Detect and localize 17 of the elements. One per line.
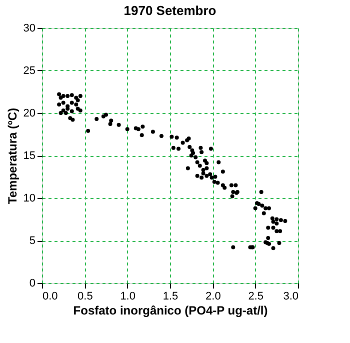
- y-tick-label: 30: [23, 22, 36, 34]
- y-axis-title: Temperatura (ºC): [5, 108, 20, 204]
- y-tick-label: 25: [23, 65, 36, 77]
- y-tick-label: 15: [23, 150, 36, 162]
- x-axis-title: Fosfato inorgânico (PO4-P ug-at/l): [73, 304, 268, 318]
- x-tick-label: 2.5: [248, 290, 264, 302]
- y-tick-label: 20: [23, 108, 36, 120]
- x-tick-label: 1.5: [162, 290, 178, 302]
- y-tick-label: 0: [29, 278, 36, 290]
- y-tick-label: 5: [29, 235, 36, 247]
- chart-title: 1970 Setembro: [124, 3, 216, 18]
- x-tick-label: 3.0: [283, 290, 298, 302]
- x-tick-label: 0.5: [78, 290, 93, 302]
- y-tick-label: 10: [23, 192, 36, 204]
- x-tick-label: 0.0: [42, 290, 58, 302]
- x-tick-label: 2.0: [206, 290, 221, 302]
- x-tick-label: 1.0: [120, 290, 136, 302]
